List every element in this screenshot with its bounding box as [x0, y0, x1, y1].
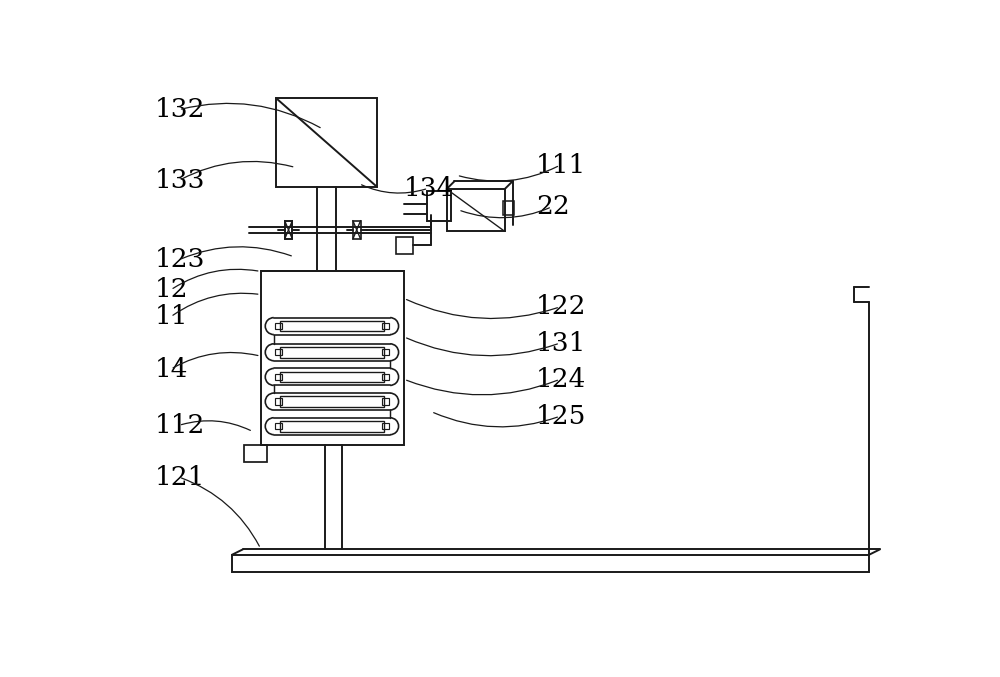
Bar [276, 98, 377, 187]
Bar [275, 349, 282, 355]
Bar [280, 321, 384, 332]
Bar [353, 221, 361, 239]
Text: 133: 133 [154, 168, 205, 193]
Text: 14: 14 [154, 357, 188, 382]
Text: 12: 12 [154, 278, 188, 303]
Bar [382, 349, 388, 355]
Bar [280, 396, 384, 407]
Bar [382, 399, 388, 405]
Bar [280, 347, 384, 357]
Bar [275, 399, 282, 405]
Bar [285, 221, 292, 239]
Bar [244, 445, 267, 462]
Text: 22: 22 [536, 194, 570, 219]
Text: 121: 121 [154, 464, 205, 489]
Text: 124: 124 [536, 367, 586, 392]
Bar [275, 374, 282, 380]
Text: 111: 111 [536, 153, 586, 177]
Bar [285, 221, 292, 239]
Text: 131: 131 [536, 330, 586, 355]
Bar [280, 372, 384, 383]
Bar [232, 554, 869, 572]
Bar [275, 423, 282, 429]
Text: 125: 125 [536, 403, 586, 429]
Text: 123: 123 [154, 247, 205, 272]
Text: 122: 122 [536, 294, 586, 320]
Bar [382, 374, 388, 380]
Text: 134: 134 [404, 176, 454, 201]
Bar [396, 237, 413, 254]
Bar [382, 423, 388, 429]
Bar [503, 201, 514, 215]
Bar [427, 191, 450, 221]
Bar [275, 323, 282, 329]
Text: 112: 112 [154, 413, 205, 438]
Bar [280, 421, 384, 432]
Bar [261, 271, 404, 445]
Bar [382, 323, 388, 329]
Bar [447, 189, 505, 232]
Text: 132: 132 [154, 97, 205, 123]
Text: 11: 11 [154, 305, 188, 329]
